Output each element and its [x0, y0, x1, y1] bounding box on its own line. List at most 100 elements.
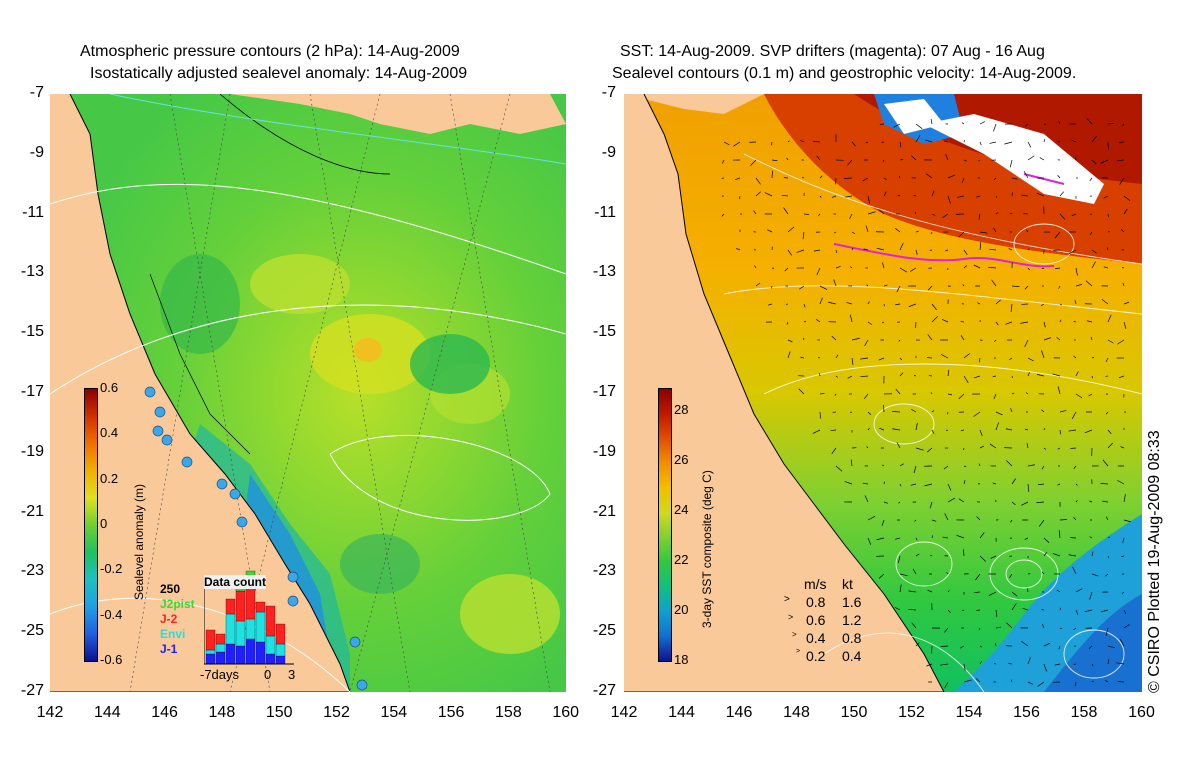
velocity-arrow — [1043, 337, 1051, 341]
velocity-arrow — [978, 213, 981, 220]
velocity-arrow — [1105, 357, 1109, 362]
velocity-arrow — [1089, 500, 1093, 503]
velocity-arrow — [908, 608, 917, 611]
velocity-arrow — [867, 195, 870, 204]
velocity-arrow — [883, 481, 885, 485]
velocity-arrow — [1005, 428, 1013, 431]
velocity-arrow — [1059, 303, 1062, 306]
velocity-arrow — [1117, 480, 1125, 485]
velocity-arrow — [899, 242, 904, 251]
velocity-arrow — [991, 279, 997, 287]
velocity-arrow — [1011, 192, 1013, 197]
velocity-arrow — [787, 140, 790, 143]
velocity-arrow — [1059, 627, 1063, 630]
data-count-bar — [235, 590, 246, 622]
velocity-arrow — [1075, 393, 1083, 399]
velocity-arrow — [1058, 120, 1061, 125]
velocity-arrow — [913, 465, 917, 474]
velocity-arrow — [990, 555, 997, 559]
velocity-arrow — [1073, 517, 1077, 521]
velocity-arrow — [1020, 321, 1029, 324]
velocity-arrow — [799, 285, 805, 290]
credit-text: © CSIRO Plotted 19-Aug-2009 08:33 — [1146, 430, 1163, 693]
velocity-arrow — [989, 443, 997, 449]
velocity-arrow — [979, 660, 982, 665]
velocity-arrow — [1084, 429, 1093, 434]
velocity-arrow — [1117, 159, 1125, 162]
sealevel-colorbar-tick: -0.4 — [100, 606, 123, 622]
velocity-arrow — [995, 422, 999, 431]
velocity-arrow — [831, 447, 837, 455]
velocity-arrow — [915, 211, 917, 215]
velocity-arrow — [989, 141, 997, 144]
velocity-arrow — [895, 303, 901, 306]
velocity-arrow — [883, 177, 887, 180]
velocity-arrow — [828, 301, 837, 305]
velocity-arrow — [1052, 553, 1061, 557]
sst-colorbar-tick: 28 — [674, 402, 689, 417]
lat-tick-label: -17 — [592, 383, 616, 400]
velocity-arrow — [931, 316, 938, 323]
velocity-arrow — [1101, 298, 1109, 305]
data-count-bar — [225, 598, 236, 615]
velocity-arrow — [927, 285, 933, 291]
velocity-arrow — [1011, 501, 1016, 506]
velocity-arrow — [1102, 500, 1109, 503]
velocity-arrow — [1075, 609, 1079, 615]
velocity-arrow — [908, 303, 917, 307]
lon-tick-label: 160 — [552, 704, 580, 721]
velocity-arrow — [1123, 624, 1130, 629]
velocity-arrow — [1122, 123, 1125, 127]
lat-tick-label: -23 — [20, 562, 44, 580]
velocity-arrow — [771, 170, 773, 179]
velocity-arrow — [1027, 155, 1035, 161]
lat-tick-label: -7 — [29, 84, 44, 101]
velocity-arrow — [962, 609, 965, 612]
velocity-arrow — [1024, 339, 1029, 348]
velocity-arrow — [851, 231, 856, 235]
velocity-arrow — [1027, 464, 1035, 467]
velocity-arrow — [979, 532, 985, 539]
velocity-arrow — [801, 176, 805, 179]
velocity-arrow — [892, 428, 901, 431]
velocity-arrow — [915, 123, 923, 129]
velocity-arrow — [974, 591, 981, 593]
velocity-arrow — [978, 159, 981, 162]
velocity-arrow — [1021, 194, 1029, 197]
velocity-arrow — [1040, 303, 1045, 307]
lat-tick-label: -21 — [20, 502, 44, 520]
velocity-arrow — [1043, 321, 1046, 328]
data-count-series-j1: J-1 — [160, 642, 178, 656]
velocity-arrow — [1107, 442, 1114, 449]
velocity-arrow — [796, 249, 805, 253]
velocity-arrow — [1043, 447, 1047, 450]
velocity-arrow — [963, 465, 967, 468]
velocity-arrow — [930, 554, 933, 557]
velocity-arrow — [947, 411, 949, 415]
sealevel-colorbar-tick: -0.6 — [100, 652, 123, 667]
velocity-arrow — [1043, 663, 1047, 672]
velocity-arrow — [931, 519, 937, 522]
velocity-arrow — [755, 191, 761, 197]
lon-tick-label: 150 — [840, 704, 868, 721]
velocity-arrow — [1073, 627, 1077, 631]
lat-tick-label: -19 — [20, 442, 44, 460]
velocity-arrow — [1123, 321, 1127, 330]
velocity-arrow — [835, 354, 839, 359]
lon-tick-label: 156 — [437, 704, 465, 721]
velocity-arrow — [958, 231, 965, 238]
velocity-arrow — [1119, 638, 1125, 647]
lat-tick-label: -17 — [20, 383, 44, 400]
velocity-arrow — [1057, 483, 1061, 486]
velocity-arrow — [1043, 642, 1051, 647]
sst-colorbar-title: 3-day SST composite (deg C) — [700, 470, 714, 628]
velocity-arrow — [926, 663, 933, 667]
velocity-arrow — [802, 231, 805, 240]
velocity-arrow — [930, 392, 933, 395]
velocity-arrow — [1107, 429, 1112, 434]
velocity-arrow — [771, 159, 778, 162]
velocity-arrow — [978, 627, 981, 631]
velocity-arrow — [1057, 386, 1061, 395]
velocity-arrow — [1010, 519, 1013, 523]
velocity-arrow — [976, 609, 981, 611]
